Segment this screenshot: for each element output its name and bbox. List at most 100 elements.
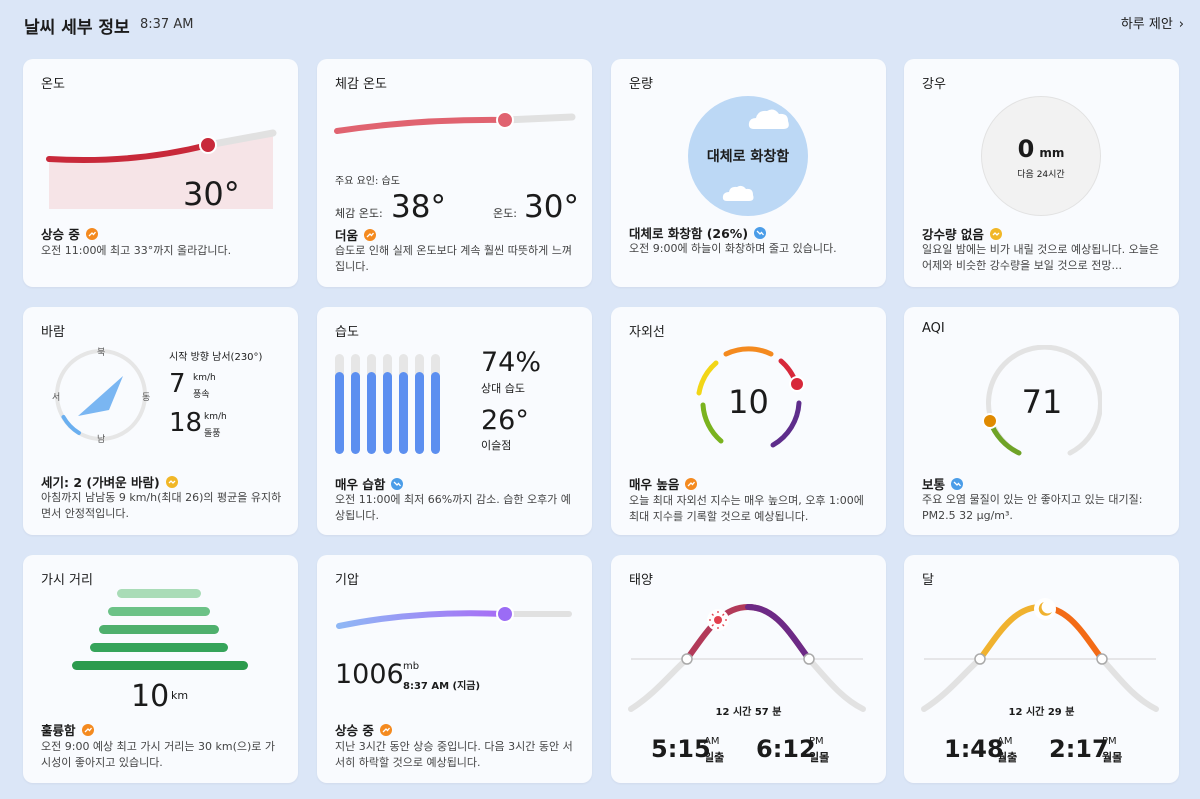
chevron-right-icon: › <box>1178 17 1184 32</box>
status-row: 대체로 화창함 (26%) <box>629 223 767 242</box>
humidity-label: 상대 습도 <box>481 382 525 395</box>
moonrise-time: 1:48 <box>944 735 1004 763</box>
aqi-card[interactable]: AQI 71 보통 주요 오염 물질이 있는 안 좋아지고 있는 대기질: PM… <box>904 307 1179 535</box>
pressure-value: 1006 <box>335 659 404 690</box>
wind-gust: 18 <box>169 408 203 438</box>
wind-speed: 7 <box>169 369 186 399</box>
card-title: 자외선 <box>629 325 665 340</box>
card-title: 온도 <box>41 77 65 92</box>
status-row: 더움 <box>335 225 377 244</box>
precipitation-unit: mm <box>1039 146 1065 160</box>
status-row: 강수량 없음 <box>922 224 1002 243</box>
temperature-value: 30° <box>183 175 240 213</box>
status-text: 상승 중 <box>41 227 80 242</box>
actual-temp-value: 30° <box>524 189 579 225</box>
main-factor: 주요 요인: 습도 <box>335 176 400 187</box>
daylight-duration: 12 시간 57 분 <box>715 707 782 718</box>
status-text: 세기: 2 (가벼운 바람) <box>41 475 160 490</box>
uv-value: 10 <box>728 383 769 421</box>
trend-steady-icon <box>165 475 178 488</box>
sunrise-label: 일출 <box>704 751 725 764</box>
card-title: 바람 <box>41 325 65 340</box>
description: 오전 9:00에 하늘이 화창하며 줄고 있습니다. <box>629 242 837 255</box>
moonrise-ampm: AM <box>997 736 1013 747</box>
status-text: 매우 높음 <box>629 477 680 492</box>
pressure-graph <box>336 605 572 629</box>
card-title: 체감 온도 <box>335 77 387 92</box>
humidity-bars <box>335 354 440 454</box>
visibility-unit: km <box>171 689 189 702</box>
trend-up-icon <box>81 723 94 736</box>
trend-down-icon <box>391 477 404 490</box>
status-text: 매우 습함 <box>335 477 386 492</box>
page-title: 날씨 세부 정보 <box>24 18 130 38</box>
moonset-time: 2:17 <box>1049 735 1109 763</box>
daily-suggestions-link[interactable]: 하루 제안 › <box>1121 13 1184 32</box>
small-cloud-icon <box>722 185 754 201</box>
wind-speed-unit: km/h <box>193 373 216 383</box>
description: 아침까지 남남동 9 km/h(최대 26)의 평균을 유지하면서 안정적입니다… <box>41 491 282 520</box>
wind-card[interactable]: 바람 북 남 동 서 시작 방향 남서(230°) 7 km/h 풍속 18 k… <box>23 307 298 535</box>
moon-duration: 12 시간 29 분 <box>1008 707 1075 718</box>
visibility-bars <box>72 589 248 670</box>
trend-up-icon <box>85 227 98 240</box>
status-text: 대체로 화창함 (26%) <box>629 226 749 241</box>
status-row: 상승 중 <box>41 224 98 243</box>
precipitation-value: 0 <box>1017 135 1035 163</box>
uv-gauge <box>696 346 805 448</box>
status-row: 매우 습함 <box>335 474 404 493</box>
pressure-card[interactable]: 기압 1006 mb 8:37 AM (지금) 상승 중 지난 3시간 동안 상… <box>317 555 592 783</box>
humidity-value: 74% <box>481 347 542 378</box>
description: 오전 9:00 예상 최고 가시 거리는 30 km(으)로 가시성이 좋아지고… <box>41 740 276 769</box>
status-text: 더움 <box>335 228 359 243</box>
visibility-card[interactable]: 가시 거리 10 km 훌륭함 오전 9:00 예상 최고 가시 거리는 30 … <box>23 555 298 783</box>
aqi-value: 71 <box>1021 383 1063 421</box>
precipitation-card[interactable]: 강우 0 mm 다음 24시간 강수량 없음 일요일 밤에는 비가 내릴 것으로… <box>904 59 1179 287</box>
pressure-unit: mb <box>403 661 420 672</box>
card-title: 습도 <box>335 325 359 340</box>
description: 지난 3시간 동안 상승 중입니다. 다음 3시간 동안 서서히 하락할 것으로… <box>335 740 573 769</box>
temperature-card[interactable]: 온도 30° 상승 중 오전 11:00에 최고 33°까지 올라갑니다. <box>23 59 298 287</box>
compass-south: 남 <box>97 435 106 445</box>
sunset-time: 6:12 <box>756 735 816 763</box>
status-row: 상승 중 <box>335 720 392 739</box>
trend-up-icon <box>379 723 392 736</box>
sun-card[interactable]: 태양 12 시간 57 분 5:15 AM 일출 6:12 PM 일몰 <box>611 555 886 783</box>
trend-up-icon <box>364 228 377 241</box>
dew-point-label: 이슬점 <box>481 439 512 452</box>
description: 습도로 인해 실제 온도보다 계속 훨씬 따뜻하게 느껴집니다. <box>335 244 572 273</box>
header-time: 8:37 AM <box>140 17 194 32</box>
card-title: 태양 <box>629 573 653 588</box>
precipitation-amount: 0 mm <box>982 135 1100 163</box>
uv-index-card[interactable]: 자외선 10 매우 높음 오늘 최대 자외선 지수는 매우 높으며, 오후 1:… <box>611 307 886 535</box>
card-title: 기압 <box>335 573 359 588</box>
actual-temp-label: 온도: <box>493 207 517 220</box>
precipitation-circle <box>981 96 1101 216</box>
sunset-label: 일몰 <box>809 751 830 764</box>
status-text: 보통 <box>922 477 946 492</box>
trend-down-icon <box>951 477 964 490</box>
card-title: 가시 거리 <box>41 573 93 588</box>
compass-east: 동 <box>142 393 151 403</box>
sun-path-graph <box>628 603 866 712</box>
card-title: 강우 <box>922 77 946 92</box>
wind-gust-unit: km/h <box>204 412 227 422</box>
trend-up-icon <box>685 477 698 490</box>
precipitation-sub: 다음 24시간 <box>1017 170 1065 180</box>
feels-like-card[interactable]: 체감 온도 주요 요인: 습도 체감 온도: 38° 온도: 30° 더움 습도… <box>317 59 592 287</box>
humidity-card[interactable]: 습도 74% 상대 습도 26° 이슬점 매우 습함 오전 11:00에 최저 … <box>317 307 592 535</box>
trend-down-icon <box>754 226 767 239</box>
pressure-time: 8:37 AM (지금) <box>403 681 481 692</box>
compass-west: 서 <box>52 393 61 403</box>
cloud-cover-card[interactable]: 운량 대체로 화창함 대체로 화창함 (26%) 오전 9:00에 하늘이 화창… <box>611 59 886 287</box>
card-title: 운량 <box>629 77 653 92</box>
status-text: 상승 중 <box>335 723 374 738</box>
trend-steady-icon <box>989 227 1002 240</box>
status-text: 강수량 없음 <box>922 227 984 242</box>
moon-card[interactable]: 달 12 시간 29 분 1:48 AM 월출 2:17 PM 월몰 <box>904 555 1179 783</box>
status-row: 보통 <box>922 474 964 493</box>
cloud-circle-label: 대체로 화창함 <box>706 149 790 165</box>
cloud-icon <box>748 109 789 129</box>
moonset-label: 월몰 <box>1102 751 1123 764</box>
temperature-graph <box>46 129 277 209</box>
